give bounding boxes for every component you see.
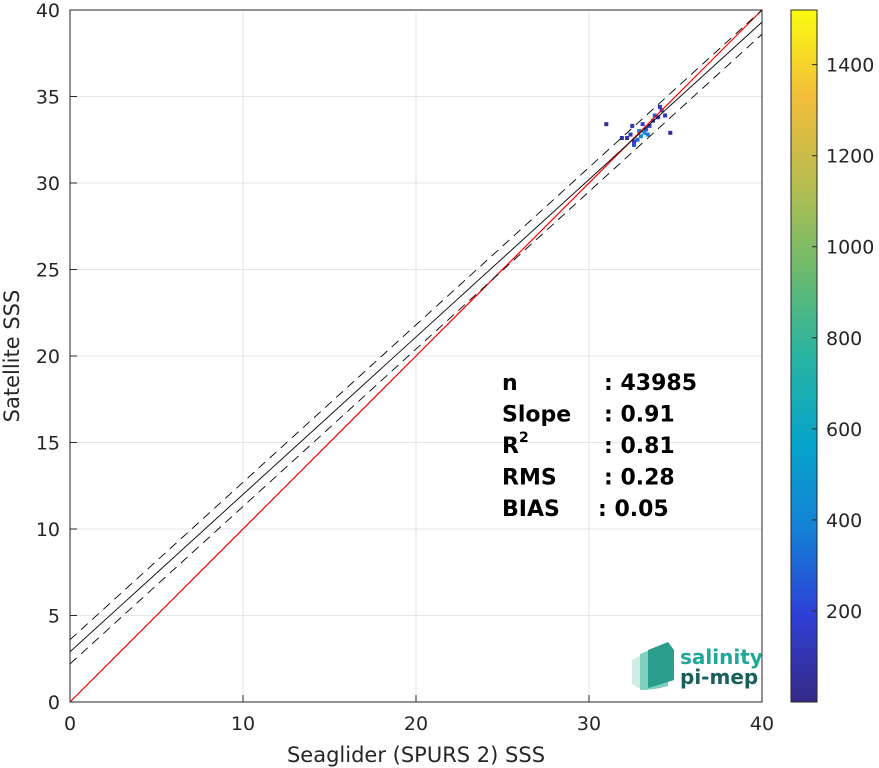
statistics-box: n : 43985 Slope : 0.91 R 2 : 0.81 RMS : 0.28 BIAS…	[502, 371, 697, 522]
density-cell	[635, 137, 640, 142]
y-tick-label: 15	[36, 433, 60, 455]
y-tick-label: 30	[36, 173, 60, 195]
stat-value: : 0.91	[604, 403, 675, 428]
stat-value: : 0.05	[598, 497, 669, 522]
density-cell	[652, 113, 657, 118]
y-tick-label: 20	[36, 346, 60, 368]
y-tick-label: 25	[36, 260, 60, 282]
stat-value: : 0.81	[604, 434, 675, 459]
x-tick-label: 0	[64, 713, 76, 735]
x-tick-label: 10	[231, 713, 255, 735]
density-cell	[638, 134, 643, 139]
stat-label: BIAS	[502, 497, 560, 522]
x-axis-title: Seaglider (SPURS 2) SSS	[287, 743, 545, 767]
x-axis-ticks: 0 10 20 30 40	[64, 695, 774, 735]
stat-value: : 43985	[604, 371, 697, 396]
colorbar-ticks: 200 400 600 800 1000 1200 1400	[812, 55, 874, 623]
y-axis-ticks: 0 5 10 15 20 25 30 35 40	[36, 0, 77, 714]
density-cell	[645, 132, 650, 137]
density-cell	[663, 113, 668, 118]
stat-label: RMS	[502, 466, 557, 491]
density-cell	[657, 104, 662, 109]
y-tick-label: 35	[36, 87, 60, 109]
stat-label: R	[502, 434, 519, 459]
colorbar-tick-label: 800	[826, 328, 862, 350]
colorbar-tick-label: 600	[826, 419, 862, 441]
density-cell	[637, 129, 642, 134]
colorbar-tick-label: 400	[826, 510, 862, 532]
density-cell	[604, 122, 609, 127]
one-to-one-line	[69, 9, 763, 703]
y-tick-label: 10	[36, 519, 60, 541]
density-cell	[647, 123, 652, 128]
density-cell	[631, 139, 636, 144]
x-tick-label: 20	[404, 713, 428, 735]
logo-line-pi-mep: pi-mep	[680, 665, 758, 689]
stat-value: : 0.28	[604, 466, 675, 491]
y-axis-title: Satellite SSS	[0, 290, 24, 423]
y-tick-label: 40	[36, 0, 60, 22]
stat-label-superscript: 2	[519, 430, 529, 446]
colorbar-tick-label: 200	[826, 601, 862, 623]
colorbar-tick-label: 1400	[826, 55, 874, 77]
confidence-band-line	[69, 33, 763, 665]
density-cell	[668, 130, 673, 135]
density-cell	[625, 136, 630, 141]
x-tick-label: 30	[577, 713, 601, 735]
regression-line	[69, 21, 763, 653]
salinity-pi-mep-logo: salinity pi-mep	[632, 642, 763, 690]
colorbar-tick-label: 1000	[826, 237, 874, 259]
density-cell	[644, 127, 649, 132]
x-tick-label: 40	[750, 713, 774, 735]
density-cell	[656, 115, 661, 120]
colorbar-tick-label: 1200	[826, 146, 874, 168]
density-cell	[619, 136, 624, 141]
logo-line-salinity: salinity	[680, 645, 763, 669]
density-cell	[642, 130, 647, 135]
density-cell	[630, 123, 635, 128]
fit-lines	[69, 9, 763, 703]
density-cell	[628, 132, 633, 137]
stat-label: n	[502, 371, 518, 396]
density-cell	[631, 142, 636, 147]
salinity-waves-icon	[632, 642, 674, 690]
y-tick-label: 5	[48, 606, 60, 628]
stat-label: Slope	[502, 403, 571, 428]
colorbar	[790, 9, 818, 703]
density-cell	[640, 122, 645, 127]
y-tick-label: 0	[48, 692, 60, 714]
confidence-band-line	[69, 9, 763, 641]
density-heatmap	[604, 104, 673, 147]
